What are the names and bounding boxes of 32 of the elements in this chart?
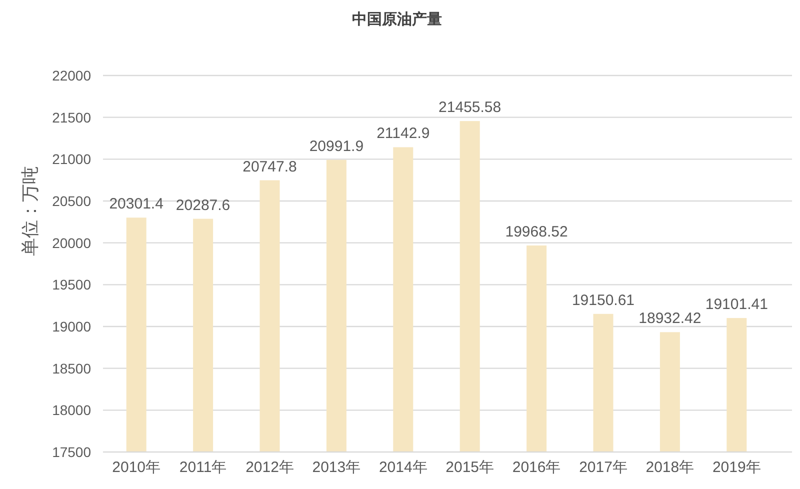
y-axis-title: 单位：万吨 [20, 166, 40, 256]
x-tick-label: 2011年 [179, 459, 227, 476]
y-tick-label: 19000 [52, 318, 91, 334]
y-tick-label: 17500 [52, 444, 91, 460]
x-tick-label: 2017年 [579, 459, 628, 476]
y-tick-label: 20000 [52, 234, 91, 251]
data-label: 20301.4 [109, 196, 164, 213]
y-tick-label: 22000 [52, 68, 91, 84]
x-tick-label: 2013年 [312, 459, 361, 476]
y-tick-label: 19500 [52, 276, 91, 293]
y-tick-label: 20500 [52, 193, 91, 209]
x-tick-label: 2018年 [646, 459, 694, 476]
data-label: 19968.52 [505, 223, 568, 240]
data-label: 21455.58 [438, 99, 502, 116]
x-tick-label: 2015年 [446, 459, 494, 476]
y-tick-label: 21500 [52, 109, 91, 126]
y-tick-label: 18000 [52, 402, 91, 418]
x-tick-label: 2014年 [378, 459, 428, 476]
x-tick-label: 2010年 [112, 459, 161, 476]
data-label: 20287.6 [176, 196, 230, 214]
data-label: 21142.9 [376, 125, 430, 142]
y-tick-label: 21000 [52, 151, 91, 168]
title: 中国原油产量 [352, 11, 442, 28]
data-label: 19101.41 [705, 296, 768, 314]
x-tick-label: 2016年 [512, 459, 561, 476]
data-label: 18932.42 [638, 310, 702, 328]
data-label: 20991.9 [309, 138, 364, 155]
data-label: 20747.8 [242, 158, 297, 176]
y-tick-label: 18500 [52, 360, 91, 376]
x-tick-label: 2019年 [712, 459, 761, 476]
data-label: 19150.61 [572, 292, 635, 309]
x-tick-label: 2012年 [246, 459, 294, 476]
